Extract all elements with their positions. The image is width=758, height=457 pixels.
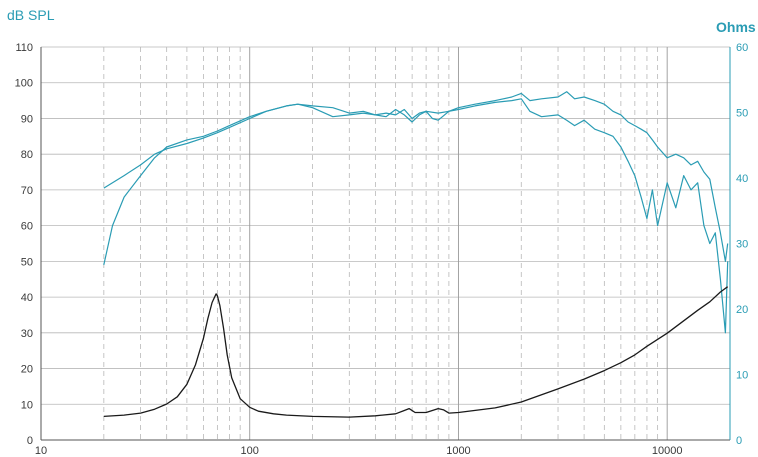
y-left-tick-label: 90	[21, 113, 33, 125]
y-right-tick-label: 40	[736, 173, 748, 185]
x-tick-label: 100	[241, 445, 259, 457]
grid-lines	[41, 47, 730, 440]
y-right-tick-label: 30	[736, 239, 748, 251]
tick-labels: 0102030405060708090100110010203040506010…	[15, 42, 749, 457]
y-left-tick-label: 60	[21, 221, 33, 233]
y-left-tick-label: 30	[21, 328, 33, 340]
y-left-tick-label: 80	[21, 149, 33, 161]
y-left-tick-label: 20	[21, 364, 33, 376]
y-right-tick-label: 20	[736, 304, 748, 316]
x-tick-label: 1000	[446, 445, 470, 457]
x-tick-label: 10	[35, 445, 47, 457]
y-left-tick-label: 0	[27, 435, 33, 447]
series-line-3	[104, 287, 728, 417]
x-tick-label: 10000	[652, 445, 683, 457]
y-left-tick-label: 50	[21, 256, 33, 268]
y-right-tick-label: 60	[736, 42, 748, 54]
y-right-tick-label: 10	[736, 370, 748, 382]
chart-axes	[41, 47, 730, 440]
y-axis-right-label: Ohms	[716, 19, 756, 35]
y-right-tick-label: 0	[736, 435, 742, 447]
series-line-1	[104, 92, 728, 262]
series-line-2	[104, 99, 728, 333]
y-left-tick-label: 110	[15, 42, 33, 54]
y-left-tick-label: 70	[21, 185, 33, 197]
y-left-tick-label: 100	[15, 78, 33, 90]
y-left-tick-label: 40	[21, 292, 33, 304]
y-right-tick-label: 50	[736, 108, 748, 120]
y-axis-left-label: dB SPL	[7, 7, 55, 23]
y-left-tick-label: 10	[21, 399, 33, 411]
